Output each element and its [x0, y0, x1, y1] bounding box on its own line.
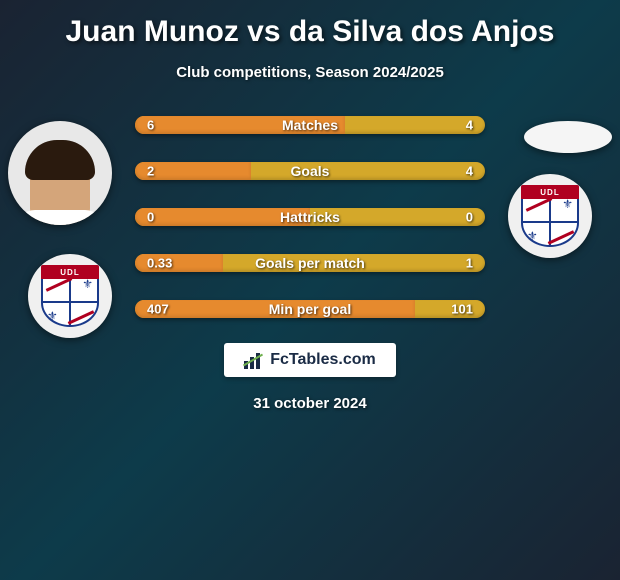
brand-chart-icon: [244, 351, 264, 369]
stat-left-value: 0.33: [147, 256, 172, 271]
footer: FcTables.com 31 october 2024: [0, 343, 620, 412]
stat-label: Goals per match: [255, 255, 365, 271]
stat-right-value: 1: [466, 256, 473, 271]
stat-left-value: 0: [147, 210, 154, 225]
club-badge-right: UDL ⚜ ⚜: [508, 174, 592, 258]
shield-code: UDL: [540, 188, 559, 197]
club-badge-left: UDL ⚜ ⚜: [28, 254, 112, 338]
bar-track: 0.33 Goals per match 1: [135, 254, 485, 272]
bar-track: 2 Goals 4: [135, 162, 485, 180]
content-area: UDL ⚜ ⚜ UDL ⚜: [0, 116, 620, 412]
stat-label: Goals: [291, 163, 330, 179]
stats-bars: 6 Matches 4 2 Goals 4 0 Hattricks: [135, 116, 485, 318]
bar-track: 0 Hattricks 0: [135, 208, 485, 226]
brand-box: FcTables.com: [224, 343, 396, 377]
brand-name: FcTables.com: [270, 351, 376, 369]
stat-left-value: 6: [147, 118, 154, 133]
shield-code: UDL: [60, 268, 79, 277]
player-face-icon: [8, 121, 112, 225]
stat-label: Hattricks: [280, 209, 340, 225]
stat-right-value: 4: [466, 118, 473, 133]
bar-track: 6 Matches 4: [135, 116, 485, 134]
stat-right-value: 4: [466, 164, 473, 179]
bar-track: 407 Min per goal 101: [135, 300, 485, 318]
player-right-photo: [524, 121, 612, 153]
stat-right-value: 0: [466, 210, 473, 225]
subtitle: Club competitions, Season 2024/2025: [176, 64, 444, 81]
stat-row: 6 Matches 4: [135, 116, 485, 134]
stat-left-value: 407: [147, 302, 169, 317]
stat-row: 0.33 Goals per match 1: [135, 254, 485, 272]
infographic-container: Juan Munoz vs da Silva dos Anjos Club co…: [0, 0, 620, 422]
shield-icon: UDL ⚜ ⚜: [41, 265, 99, 327]
shield-icon: UDL ⚜ ⚜: [521, 185, 579, 247]
stat-row: 407 Min per goal 101: [135, 300, 485, 318]
stat-left-value: 2: [147, 164, 154, 179]
stat-row: 2 Goals 4: [135, 162, 485, 180]
stat-label: Min per goal: [269, 301, 351, 317]
date-label: 31 october 2024: [253, 395, 366, 412]
stat-row: 0 Hattricks 0: [135, 208, 485, 226]
page-title: Juan Munoz vs da Silva dos Anjos: [66, 15, 555, 49]
stat-label: Matches: [282, 117, 338, 133]
stat-right-value: 101: [451, 302, 473, 317]
player-left-photo: [8, 121, 112, 225]
